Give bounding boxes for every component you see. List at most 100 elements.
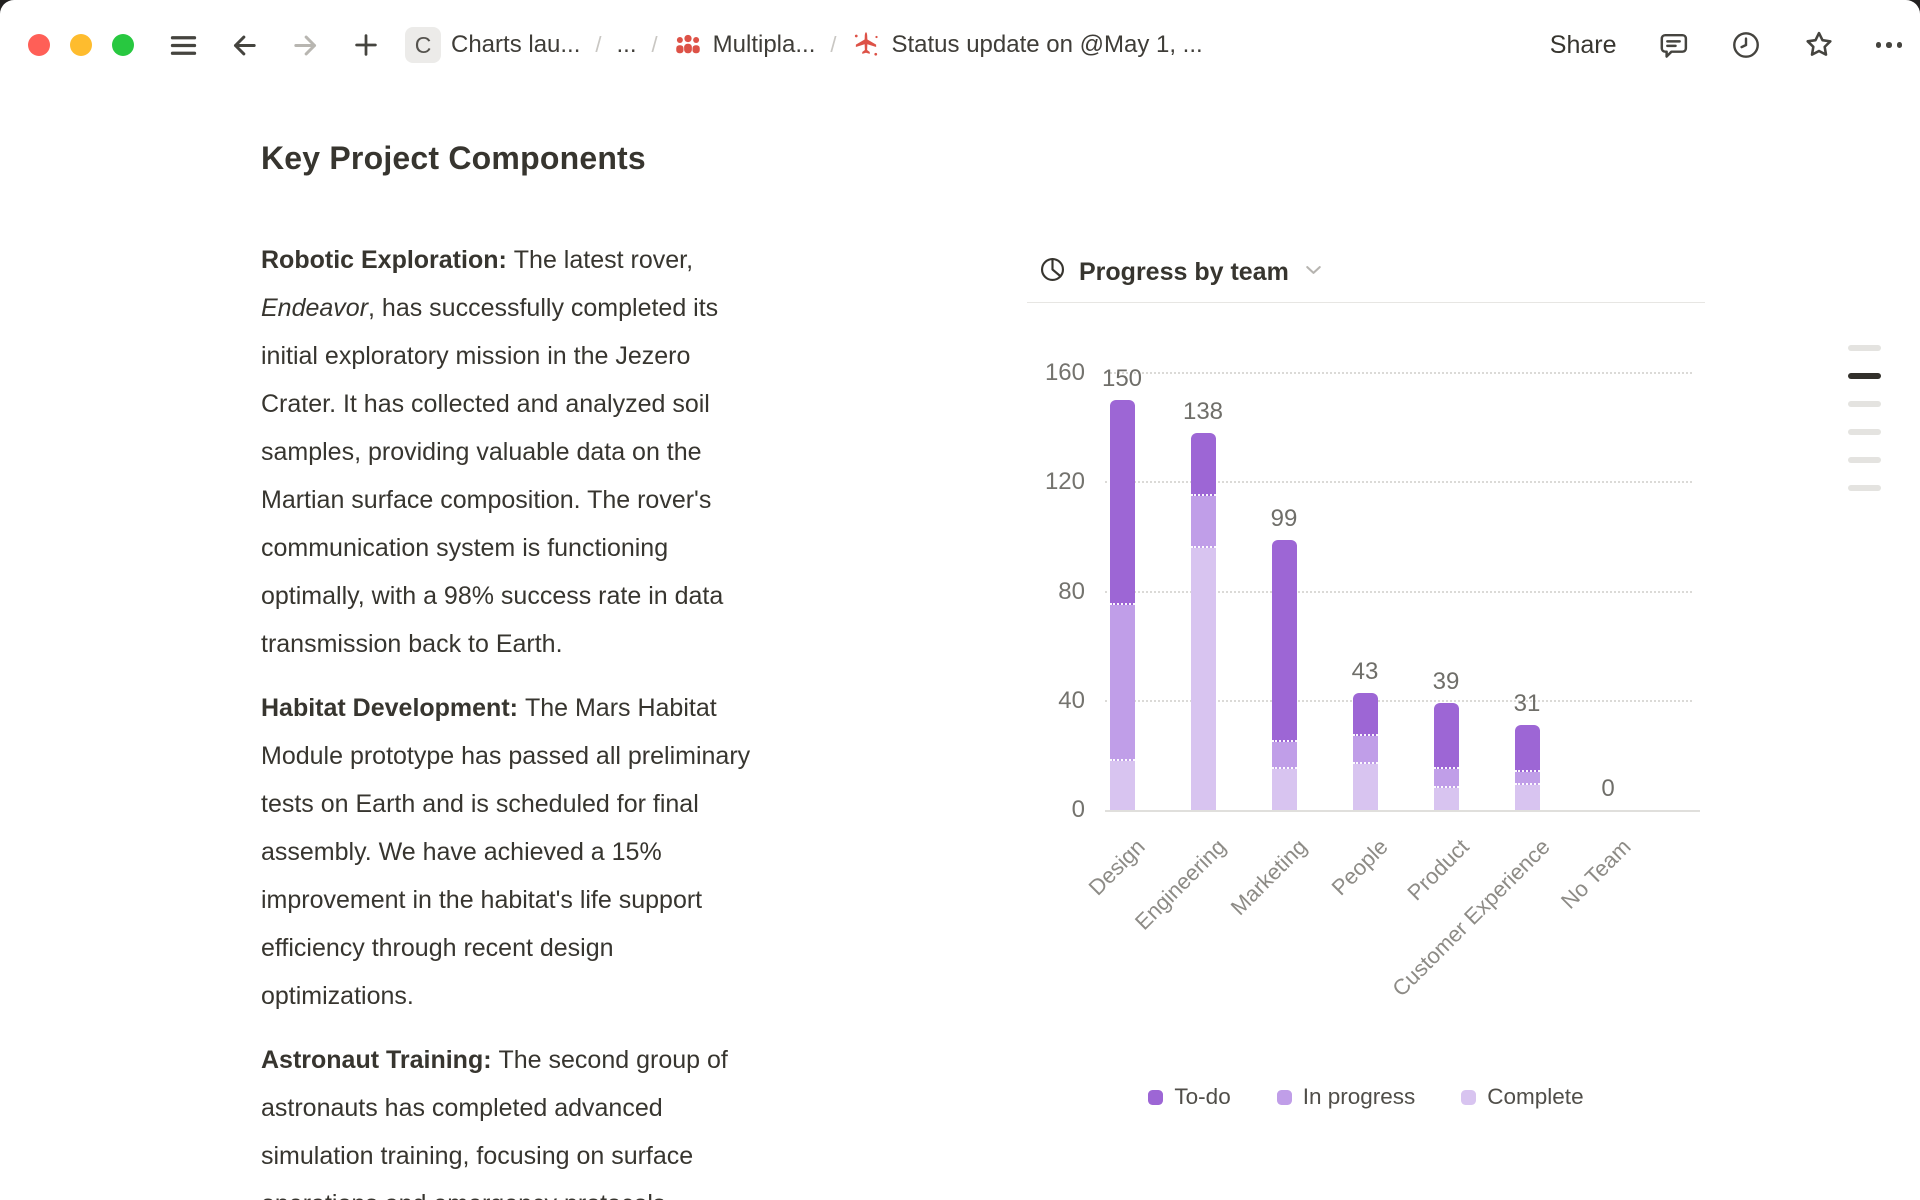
bar-segment[interactable] xyxy=(1109,400,1135,606)
minimize-window-button[interactable] xyxy=(70,34,92,56)
breadcrumb-item[interactable]: C Charts lau... xyxy=(405,27,580,63)
chevron-down-icon[interactable] xyxy=(1302,258,1325,286)
bar-segment[interactable] xyxy=(1190,495,1216,548)
forward-icon[interactable] xyxy=(290,30,321,61)
text-line: assembly. We have achieved a 15% xyxy=(261,838,662,866)
back-icon[interactable] xyxy=(229,30,260,61)
bar-total-label: 43 xyxy=(1351,657,1379,685)
chart-header-divider xyxy=(1027,302,1705,303)
close-window-button[interactable] xyxy=(28,34,50,56)
page-title[interactable]: Key Project Components xyxy=(261,140,646,176)
y-axis-tick-label: 80 xyxy=(1058,577,1085,605)
bar-segment[interactable] xyxy=(1514,771,1540,786)
breadcrumb-label: Charts lau... xyxy=(451,31,581,58)
breadcrumb-separator: / xyxy=(830,32,837,57)
zoom-window-button[interactable] xyxy=(112,34,134,56)
outline-indicator-line[interactable] xyxy=(1848,457,1881,463)
breadcrumb-separator: / xyxy=(595,32,602,57)
paragraph-block[interactable]: Habitat Development: The Mars Habitat Mod… xyxy=(261,684,951,1020)
bar-segment[interactable] xyxy=(1271,539,1297,742)
outline-indicator-line[interactable] xyxy=(1848,345,1881,351)
text-line: Habitat Development: The Mars Habitat xyxy=(261,694,717,722)
text-line: Endeavor, has successfully completed its xyxy=(261,294,719,322)
pie-chart-icon xyxy=(1039,256,1066,288)
bar-segment[interactable] xyxy=(1352,736,1378,764)
legend-label: Complete xyxy=(1487,1084,1584,1109)
legend-item[interactable]: In progress xyxy=(1276,1084,1416,1110)
chart-gridline xyxy=(1105,699,1692,702)
breadcrumb-item[interactable]: Multipla... xyxy=(673,30,816,60)
legend-swatch xyxy=(1276,1089,1292,1105)
bar-total-label: 31 xyxy=(1513,690,1541,718)
bar-segment[interactable] xyxy=(1109,605,1135,761)
chart-gridline xyxy=(1105,590,1692,593)
comments-icon[interactable] xyxy=(1657,29,1690,62)
bar-segment[interactable] xyxy=(1514,725,1540,772)
y-axis-tick-label: 120 xyxy=(1044,468,1085,496)
bar-total-label: 99 xyxy=(1270,504,1298,532)
bar-total-label: 150 xyxy=(1101,365,1143,393)
y-axis-tick-label: 40 xyxy=(1058,686,1085,714)
bar-segment[interactable] xyxy=(1352,692,1378,737)
bar-segment[interactable] xyxy=(1190,547,1216,810)
bar-segment[interactable] xyxy=(1433,788,1459,810)
text-line: tests on Earth and is scheduled for fina… xyxy=(261,790,699,818)
bar-total-label: 39 xyxy=(1432,668,1460,696)
chart-title: Progress by team xyxy=(1079,257,1289,286)
bar-segment[interactable] xyxy=(1190,433,1216,496)
more-options-icon[interactable] xyxy=(1875,42,1902,48)
share-button[interactable]: Share xyxy=(1549,30,1617,59)
paragraph-block[interactable]: Robotic Exploration: The latest rover, En… xyxy=(261,236,951,668)
text-line: efficiency through recent design xyxy=(261,934,614,962)
text-line: Astronaut Training: The second group of xyxy=(261,1046,728,1074)
text-line: optimizations. xyxy=(261,982,414,1010)
legend-item[interactable]: To-do xyxy=(1148,1084,1231,1110)
document-body[interactable]: Robotic Exploration: The latest rover, En… xyxy=(261,236,951,1200)
outline-indicator-line[interactable] xyxy=(1848,401,1881,407)
bar-segment[interactable] xyxy=(1352,763,1378,810)
breadcrumb-label: ... xyxy=(616,31,637,58)
bar-segment[interactable] xyxy=(1433,703,1459,770)
text-line: initial exploratory mission in the Jezer… xyxy=(261,342,691,370)
chart-gridline xyxy=(1105,481,1692,484)
chart-block: Progress by team 0 40 80 120 160 150 Design 138… xyxy=(1027,246,1705,1176)
new-page-plus-icon[interactable] xyxy=(351,30,381,60)
favorite-star-icon[interactable] xyxy=(1802,28,1836,62)
text-line: Module prototype has passed all prelimin… xyxy=(261,742,751,770)
bar-segment[interactable] xyxy=(1514,785,1540,810)
breadcrumb-item[interactable]: ... xyxy=(617,31,637,59)
window-controls xyxy=(28,34,134,56)
bar-segment[interactable] xyxy=(1109,760,1135,810)
chart-gridline xyxy=(1105,372,1692,374)
bar-segment[interactable] xyxy=(1271,741,1297,770)
text-line: astronauts has completed advanced xyxy=(261,1094,663,1122)
text-line: simulation training, focusing on surface xyxy=(261,1142,694,1170)
menu-icon[interactable] xyxy=(168,30,199,61)
breadcrumb-label: Multipla... xyxy=(712,31,816,58)
chart-header[interactable]: Progress by team xyxy=(1027,246,1325,298)
bar-segment[interactable] xyxy=(1271,769,1297,810)
breadcrumb-label: Status update on @May 1, ... xyxy=(891,31,1203,58)
breadcrumb-separator: / xyxy=(651,32,658,57)
chart-plot-area: 0 40 80 120 160 150 Design 138 Engineering 99 Mark… xyxy=(1027,246,1705,1176)
workspace-badge-icon: C xyxy=(405,27,441,63)
text-line: Crater. It has collected and analyzed so… xyxy=(261,390,710,418)
legend-label: In progress xyxy=(1302,1084,1416,1109)
text-line: communication system is functioning xyxy=(261,534,669,562)
text-line: Martian surface composition. The rover's xyxy=(261,486,712,514)
outline-indicator-line[interactable] xyxy=(1848,485,1881,491)
legend-item[interactable]: Complete xyxy=(1461,1084,1584,1110)
bar-segment[interactable] xyxy=(1433,769,1459,789)
text-line: transmission back to Earth. xyxy=(261,630,563,658)
history-clock-icon[interactable] xyxy=(1730,29,1762,61)
breadcrumb-item[interactable]: Status update on @May 1, ... xyxy=(851,30,1203,60)
page-plane-icon xyxy=(851,30,881,60)
outline-indicator-line[interactable] xyxy=(1848,429,1881,435)
paragraph-block[interactable]: Astronaut Training: The second group of a… xyxy=(261,1036,951,1200)
text-line: samples, providing valuable data on the xyxy=(261,438,702,466)
nav-controls xyxy=(168,30,381,61)
outline-indicator-line[interactable] xyxy=(1848,373,1881,379)
legend-label: To-do xyxy=(1174,1084,1231,1109)
legend-swatch xyxy=(1148,1089,1164,1105)
